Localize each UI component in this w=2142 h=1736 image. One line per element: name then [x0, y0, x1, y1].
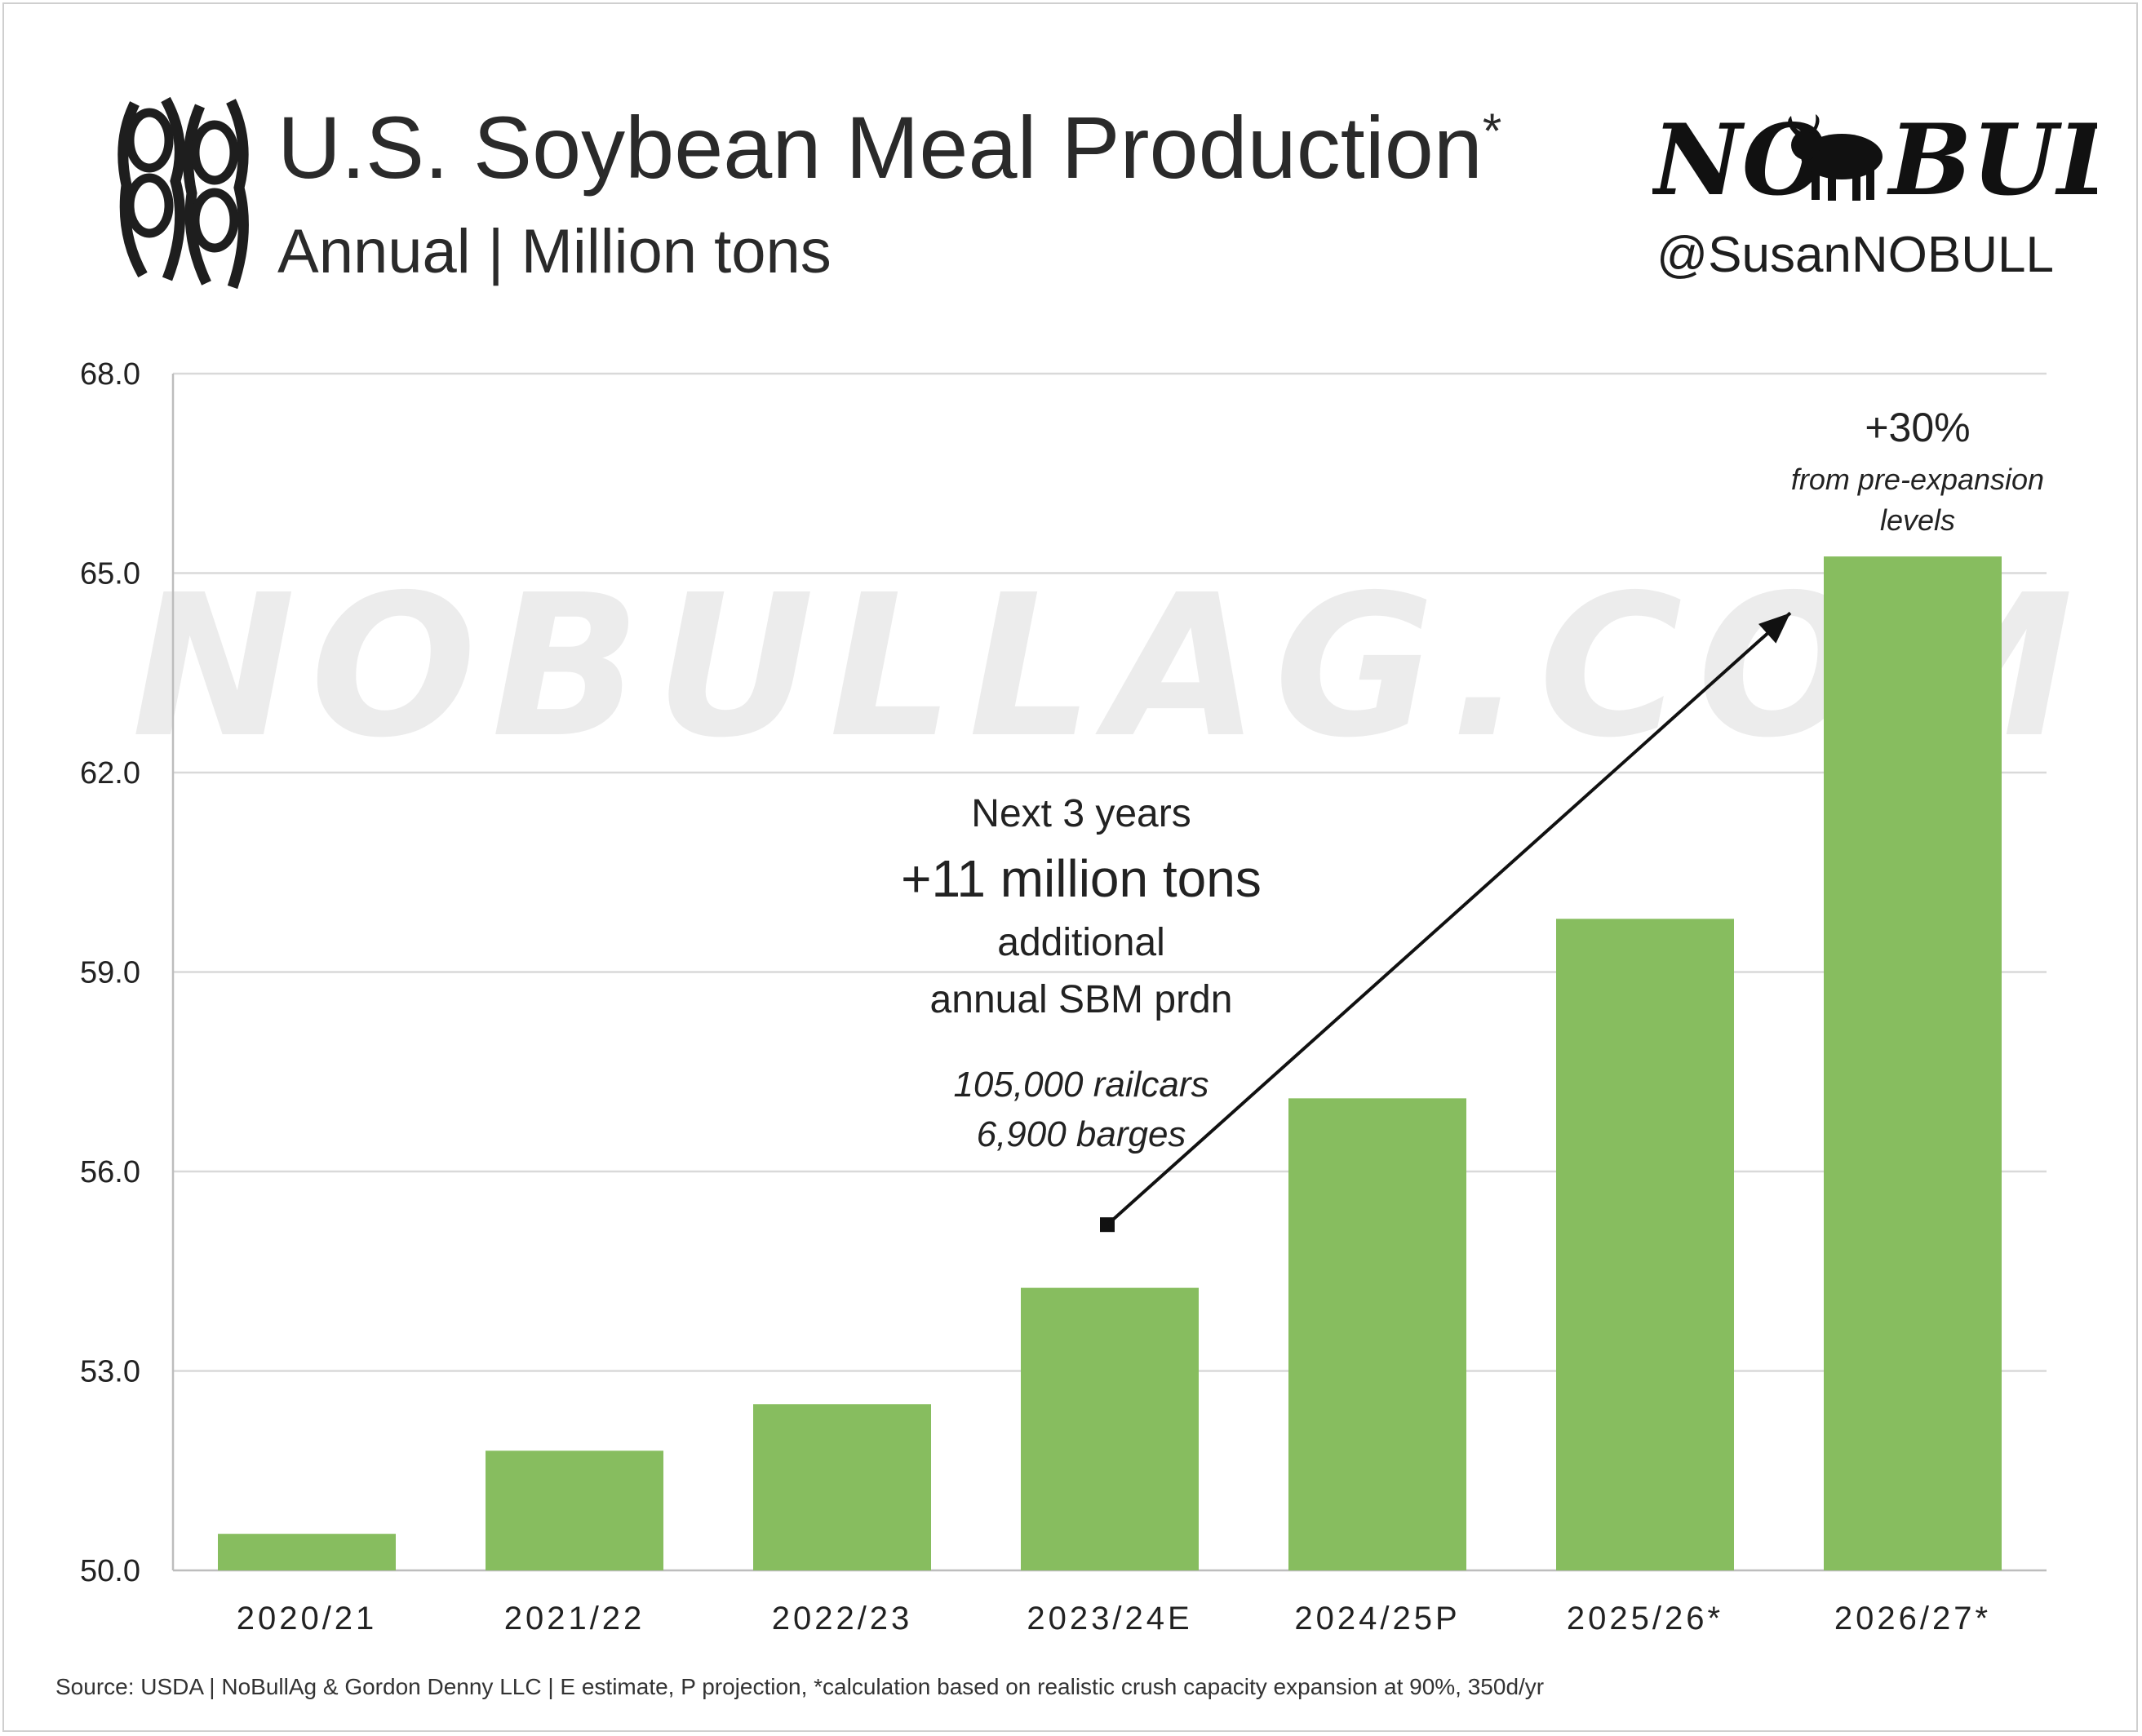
- soybean-pod-icon: [118, 96, 249, 290]
- annotation-next-years: Next 3 years: [971, 792, 1191, 835]
- growth-arrow: [1100, 611, 1792, 1233]
- y-tick-label: 62.0: [80, 756, 140, 790]
- annotation-levels: levels: [1879, 503, 1956, 537]
- bar-202324E: [1021, 1287, 1199, 1570]
- bull-icon: [1788, 114, 1883, 201]
- bar-202021: [218, 1534, 396, 1570]
- x-tick-label: 2021/22: [504, 1601, 645, 1636]
- brand-handle: @SusanNOBULL: [1656, 227, 2054, 283]
- x-tick-label: 2020/21: [237, 1601, 378, 1636]
- brand-logo: NO BULL: [1652, 103, 2097, 218]
- y-tick-label: 53.0: [80, 1355, 140, 1389]
- annotation-railcars: 105,000 railcars: [953, 1065, 1209, 1105]
- axes: 50.0 53.0 56.0 59.0 62.0 65.0 68.0 2020/21 2021/…: [80, 357, 1991, 1636]
- x-tick-label: 2024/25P: [1294, 1601, 1460, 1636]
- bar-202627: [1824, 556, 2002, 1570]
- page-subtitle: Annual | Million tons: [277, 217, 832, 286]
- x-tick-label: 2023/24E: [1027, 1601, 1192, 1636]
- source-note: Source: USDA | NoBullAg & Gordon Denny L…: [55, 1674, 1545, 1699]
- bar-202526: [1556, 919, 1734, 1570]
- annotation-pre-expansion: from pre-expansion: [1790, 463, 2045, 496]
- bar-202425P: [1288, 1098, 1466, 1570]
- bar-202223: [753, 1404, 931, 1570]
- y-tick-label: 50.0: [80, 1554, 140, 1588]
- y-tick-label: 56.0: [80, 1155, 140, 1189]
- y-tick-label: 68.0: [80, 357, 140, 392]
- arrow-line: [1106, 611, 1792, 1226]
- x-tick-label: 2022/23: [772, 1601, 913, 1636]
- watermark: NOBULLAG.COM: [131, 552, 2087, 781]
- annotation-sbm-prdn: annual SBM prdn: [929, 978, 1233, 1021]
- arrow-head: [1758, 613, 1790, 644]
- annotation-additional: additional: [997, 921, 1165, 964]
- svg-text:BULL: BULL: [1887, 103, 2097, 218]
- x-tick-label: 2025/26*: [1567, 1601, 1723, 1636]
- bar-202122: [486, 1450, 663, 1570]
- page-title: U.S. Soybean Meal Production*: [277, 98, 1502, 197]
- bars: [218, 556, 2002, 1570]
- annotation-million-tons: +11 million tons: [901, 849, 1262, 908]
- annotation-pct-growth: +30%: [1865, 405, 1971, 450]
- x-tick-label: 2026/27*: [1834, 1601, 1991, 1636]
- annotation-barges: 6,900 barges: [976, 1114, 1186, 1154]
- y-tick-label: 59.0: [80, 956, 140, 990]
- svg-text:NO: NO: [1652, 103, 1827, 218]
- y-tick-label: 65.0: [80, 557, 140, 591]
